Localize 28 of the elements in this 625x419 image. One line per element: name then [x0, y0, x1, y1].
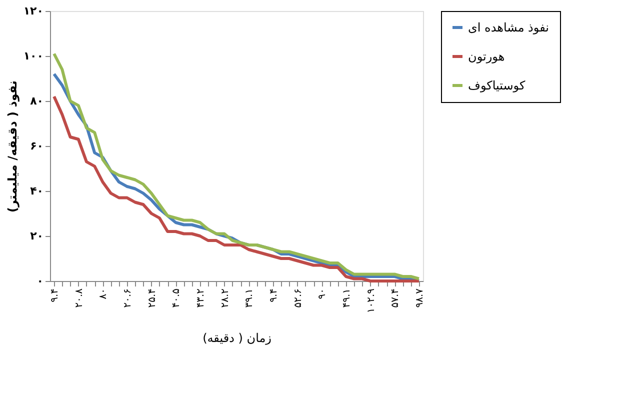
x-tick-label: ۴۹.۱ — [341, 288, 352, 308]
x-tick-label: ۵۲.۶ — [292, 288, 304, 308]
x-tick-label: ۸۰ — [98, 288, 110, 300]
x-tick-label: ۳۹.۱ — [244, 288, 256, 308]
legend-label: نفوذ مشاهده ای — [468, 20, 550, 34]
x-axis-title: زمان ( دقیقه) — [202, 331, 272, 346]
y-tick-label: ۱۲۰ — [23, 4, 44, 18]
legend-label: کوستیاکوف — [468, 78, 526, 92]
x-tick-label: ۵۷.۴ — [390, 288, 402, 308]
x-tick-label: ۴۰.۵ — [171, 288, 182, 308]
x-tick-label: ۹۰ — [317, 288, 328, 300]
x-tick-label: ۹.۴ — [50, 288, 61, 302]
y-tick-label: ۴۰ — [30, 184, 44, 198]
y-tick-label: ۰ — [36, 274, 44, 288]
y-tick-label: ۲۰ — [30, 230, 44, 242]
x-tick-label: ۲۸.۲ — [220, 288, 231, 308]
y-tick-label: ۱۰۰ — [23, 50, 44, 62]
x-tick-label: ۹۸.۷ — [414, 288, 426, 308]
y-tick-label: ۶۰ — [30, 140, 44, 152]
x-tick-label: ۱۰۲.۹ — [366, 288, 377, 314]
x-tick-label: ۲۰.۶ — [122, 288, 134, 308]
x-tick-label: ۲۵.۴ — [146, 288, 158, 308]
x-tick-label: ۴۳.۲ — [196, 288, 207, 308]
legend-label: هورتون — [468, 50, 505, 64]
x-tick-label: ۹.۴ — [268, 288, 280, 302]
y-axis-title: نفوذ ( دقیقه/ میلیمتر) — [5, 80, 20, 213]
x-tick-label: ۲۰.۸ — [74, 288, 85, 308]
y-tick-label: ۸۰ — [30, 94, 44, 108]
